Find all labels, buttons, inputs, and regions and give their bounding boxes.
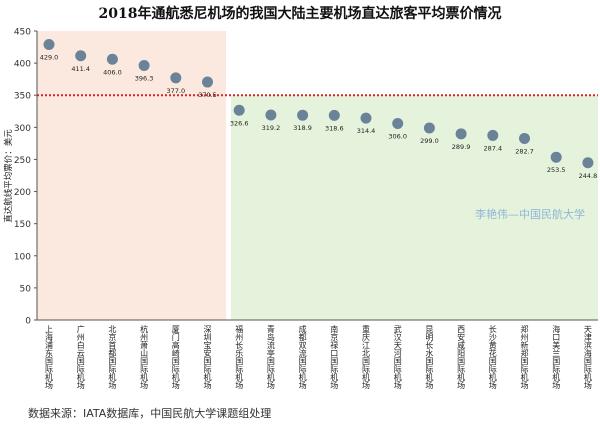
x-tick-label: 广州白云国际机场: [76, 324, 85, 390]
data-point: [233, 104, 245, 116]
highlight-regions: [37, 31, 598, 320]
x-tick-label: 南京禄口国际机场: [330, 324, 339, 390]
y-tick-label: 100: [14, 252, 31, 262]
data-point: [582, 157, 594, 169]
data-point: [75, 50, 87, 62]
data-label: 326.6: [230, 119, 249, 127]
x-tick-label: 武汉天河国际机场: [393, 324, 402, 390]
data-point: [360, 112, 372, 124]
data-point: [550, 151, 562, 163]
x-tick-label: 西安咸阳国际机场: [457, 325, 466, 390]
y-tick-label: 0: [25, 317, 31, 327]
x-tick-label: 北京首都国际机场: [108, 325, 117, 390]
data-point: [487, 129, 499, 141]
x-tick-label: 青岛流亭国际机场: [266, 324, 275, 390]
chart-axes: 0 50 100 150 200 250 300 350 400 450: [14, 28, 598, 327]
y-tick-label: 300: [14, 124, 31, 134]
x-tick-label: 海口美兰国际机场: [552, 324, 561, 390]
y-tick-label: 250: [14, 156, 31, 166]
x-tick-label: 杭州萧山国际机场: [140, 324, 149, 390]
data-label: 314.4: [357, 127, 376, 135]
high-price-region: [37, 31, 226, 320]
data-label: 244.8: [579, 172, 598, 180]
watermark-text: 李艳伟—中国民航大学: [475, 207, 585, 221]
data-label: 319.2: [262, 124, 281, 132]
x-tick-label: 厦门高崎国际机场: [171, 325, 180, 390]
data-point: [202, 76, 213, 88]
y-tick-label: 200: [14, 188, 31, 198]
data-label: 429.0: [40, 53, 59, 61]
data-label: 289.9: [452, 143, 471, 151]
x-tick-label: 昆明长水国际机场: [425, 325, 434, 390]
data-point: [43, 38, 55, 50]
data-label: 318.9: [293, 124, 312, 132]
data-label: 253.5: [547, 166, 566, 174]
x-tick-label: 郑州新郑国际机场: [520, 324, 529, 390]
data-source-note: 数据来源：IATA数据库，中国民航大学课题组处理: [28, 407, 272, 420]
data-label: 377.0: [166, 87, 185, 95]
data-label: 299.0: [420, 137, 439, 145]
chart-title: 2018年通航悉尼机场的我国大陆主要机场直达旅客平均票价情况: [98, 6, 502, 22]
data-point: [519, 132, 530, 144]
data-point: [392, 117, 404, 129]
x-tick-label: 深圳宝安国际机场: [203, 325, 212, 390]
x-tick-label: 长沙黄花国际机场: [488, 324, 497, 390]
data-point: [106, 53, 118, 65]
data-point: [297, 109, 309, 121]
data-point: [138, 59, 150, 71]
data-point: [423, 122, 435, 134]
y-axis-title: 直达航线平均票价：美元: [3, 129, 14, 223]
data-label: 406.0: [103, 68, 122, 76]
x-tick-label: 成都双流国际机场: [298, 324, 307, 390]
data-point: [170, 72, 182, 84]
x-tick-label: 重庆江北国际机场: [362, 324, 371, 390]
data-label: 396.3: [135, 74, 154, 82]
y-tick-label: 50: [20, 284, 32, 294]
data-point: [455, 128, 467, 140]
data-point: [328, 109, 340, 121]
data-label: 287.4: [483, 144, 502, 152]
x-tick-label: 上海浦东国际机场: [45, 325, 54, 390]
y-tick-label: 400: [14, 60, 31, 70]
low-price-region: [231, 95, 598, 320]
data-label: 282.7: [515, 147, 534, 155]
x-axis-labels: 上海浦东国际机场 广州白云国际机场 北京首都国际机场 杭州萧山国际机场 厦门高崎国际机场…: [45, 324, 593, 390]
y-tick-label: 350: [14, 92, 31, 102]
x-tick-label: 福州长乐国际机场: [235, 325, 244, 390]
data-point: [265, 109, 277, 121]
x-tick-label: 天津滨海国际机场: [583, 325, 592, 390]
data-marks: 429.0 411.4 406.0 396.3 377.0 370.5 326.6 319.2…: [40, 38, 598, 180]
data-label: 318.6: [325, 124, 344, 132]
y-tick-label: 450: [14, 28, 31, 38]
data-label: 411.4: [71, 65, 90, 73]
data-label: 306.0: [388, 132, 407, 140]
y-tick-label: 150: [14, 220, 31, 230]
data-label: 370.5: [198, 91, 217, 99]
